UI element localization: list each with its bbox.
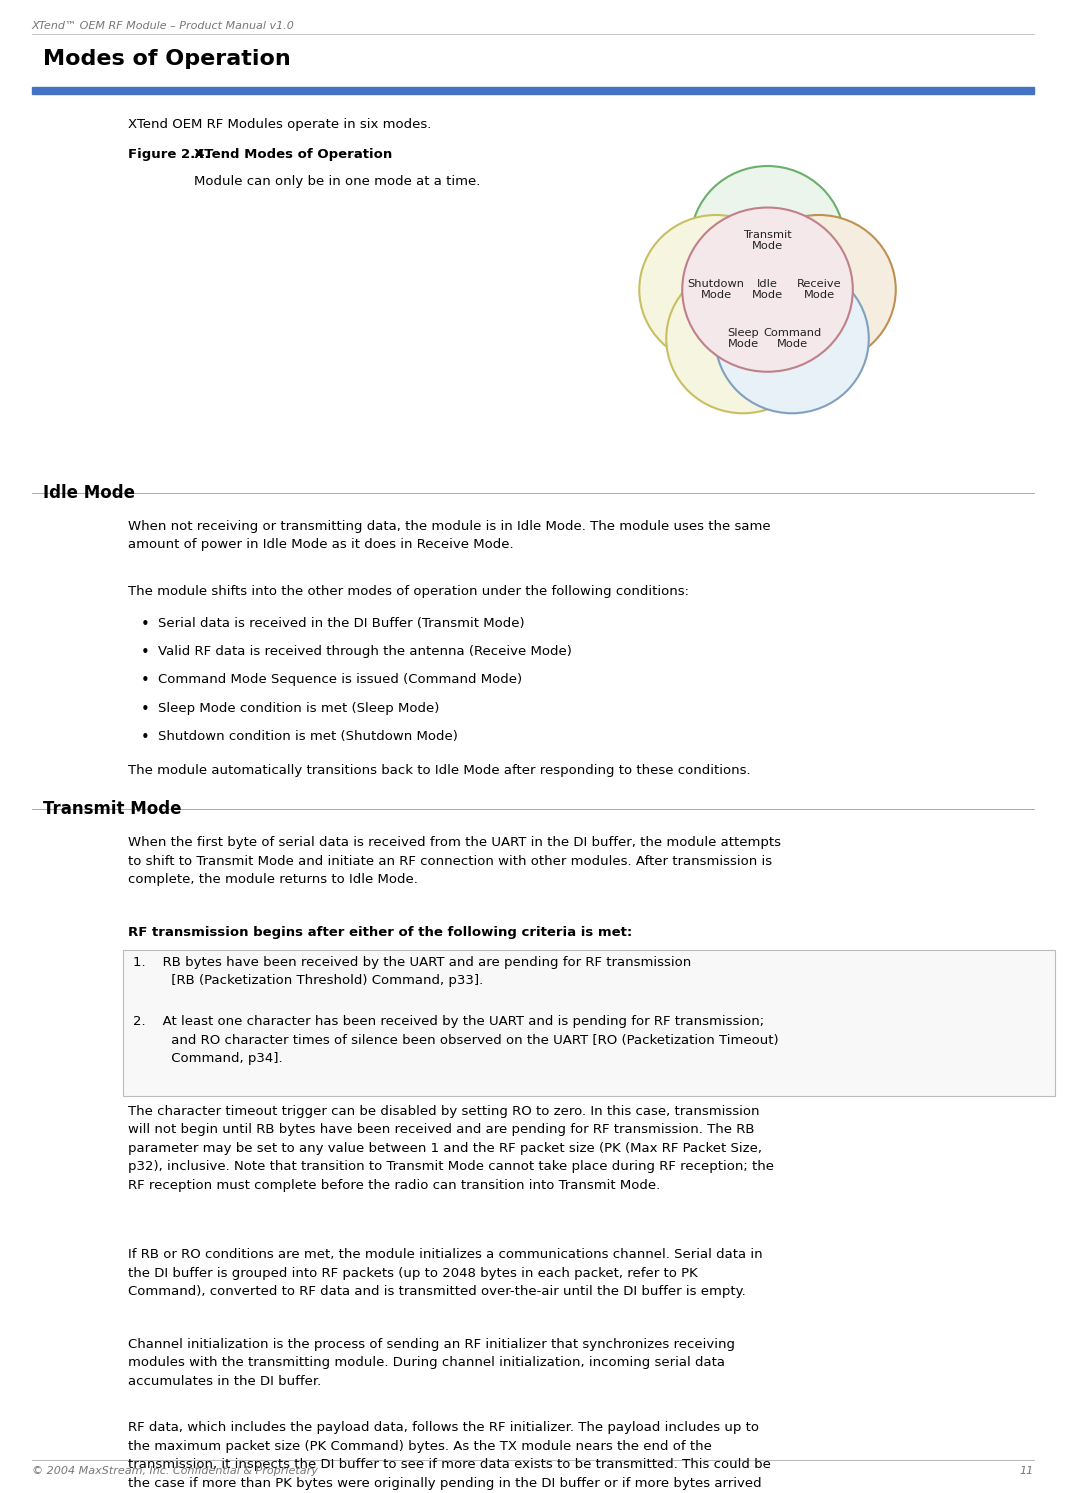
- Text: 1.    RB bytes have been received by the UART and are pending for RF transmissio: 1. RB bytes have been received by the UA…: [133, 956, 692, 987]
- Text: XTend™ OEM RF Module – Product Manual v1.0: XTend™ OEM RF Module – Product Manual v1…: [32, 21, 295, 31]
- Text: 2.    At least one character has been received by the UART and is pending for RF: 2. At least one character has been recei…: [133, 1015, 779, 1065]
- Text: If RB or RO conditions are met, the module initializes a communications channel.: If RB or RO conditions are met, the modu…: [128, 1248, 762, 1297]
- Text: Shutdown
Mode: Shutdown Mode: [688, 279, 744, 300]
- Text: Figure 2.4.: Figure 2.4.: [128, 148, 210, 161]
- Ellipse shape: [640, 215, 793, 364]
- Text: © 2004 MaxStream, Inc. Confidential & Proprietary: © 2004 MaxStream, Inc. Confidential & Pr…: [32, 1466, 318, 1477]
- Text: RF data, which includes the payload data, follows the RF initializer. The payloa: RF data, which includes the payload data…: [128, 1421, 771, 1490]
- Text: When the first byte of serial data is received from the UART in the DI buffer, t: When the first byte of serial data is re…: [128, 836, 781, 885]
- Ellipse shape: [682, 208, 853, 372]
- Text: Serial data is received in the DI Buffer (Transmit Mode): Serial data is received in the DI Buffer…: [158, 617, 524, 630]
- Text: 11: 11: [1020, 1466, 1034, 1477]
- Text: Receive
Mode: Receive Mode: [796, 279, 841, 300]
- Text: •: •: [141, 645, 149, 660]
- Bar: [32, 88, 1034, 94]
- Text: Sleep
Mode: Sleep Mode: [727, 328, 759, 349]
- Text: The module automatically transitions back to Idle Mode after responding to these: The module automatically transitions bac…: [128, 764, 750, 778]
- Text: Command
Mode: Command Mode: [763, 328, 821, 349]
- Ellipse shape: [715, 264, 869, 414]
- Text: Idle Mode: Idle Mode: [43, 484, 134, 502]
- Text: •: •: [141, 730, 149, 745]
- Ellipse shape: [742, 215, 895, 364]
- Text: Module can only be in one mode at a time.: Module can only be in one mode at a time…: [194, 175, 481, 188]
- Text: Command Mode Sequence is issued (Command Mode): Command Mode Sequence is issued (Command…: [158, 673, 522, 687]
- Text: RF transmission begins after either of the following criteria is met:: RF transmission begins after either of t…: [128, 926, 632, 939]
- Text: The module shifts into the other modes of operation under the following conditio: The module shifts into the other modes o…: [128, 585, 689, 599]
- Text: Sleep Mode condition is met (Sleep Mode): Sleep Mode condition is met (Sleep Mode): [158, 702, 439, 715]
- Text: When not receiving or transmitting data, the module is in Idle Mode. The module : When not receiving or transmitting data,…: [128, 520, 771, 551]
- Ellipse shape: [666, 264, 820, 414]
- Text: XTend Modes of Operation: XTend Modes of Operation: [194, 148, 392, 161]
- Text: Channel initialization is the process of sending an RF initializer that synchron: Channel initialization is the process of…: [128, 1338, 734, 1387]
- Ellipse shape: [691, 166, 844, 315]
- Text: Valid RF data is received through the antenna (Receive Mode): Valid RF data is received through the an…: [158, 645, 571, 658]
- Text: •: •: [141, 673, 149, 688]
- Text: The character timeout trigger can be disabled by setting RO to zero. In this cas: The character timeout trigger can be dis…: [128, 1105, 774, 1191]
- Text: Modes of Operation: Modes of Operation: [43, 49, 290, 69]
- Text: Transmit Mode: Transmit Mode: [43, 800, 181, 818]
- Text: Shutdown condition is met (Shutdown Mode): Shutdown condition is met (Shutdown Mode…: [158, 730, 457, 744]
- Text: Transmit
Mode: Transmit Mode: [743, 230, 792, 251]
- Text: •: •: [141, 702, 149, 717]
- FancyBboxPatch shape: [123, 950, 1055, 1096]
- Text: XTend OEM RF Modules operate in six modes.: XTend OEM RF Modules operate in six mode…: [128, 118, 432, 131]
- Text: •: •: [141, 617, 149, 632]
- Text: Idle
Mode: Idle Mode: [752, 279, 784, 300]
